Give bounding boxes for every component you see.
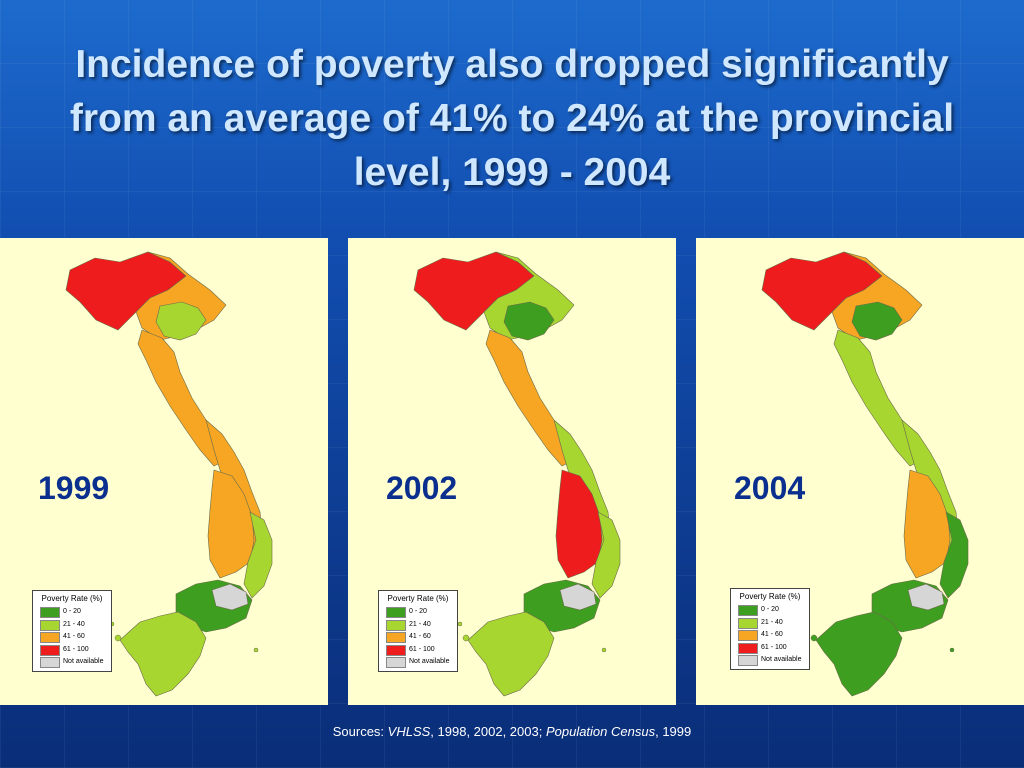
island <box>601 647 607 653</box>
legend-swatch <box>738 630 758 641</box>
legend-label: 21 - 40 <box>63 620 85 628</box>
region-hcmc-area <box>559 583 597 611</box>
region-hcmc-area <box>907 583 945 611</box>
legend-swatch <box>386 607 406 618</box>
map-region-group <box>761 251 969 697</box>
vietnam-map-2002 <box>413 251 621 697</box>
legend-item: 61 - 100 <box>40 644 110 656</box>
legend-item: 41 - 60 <box>386 632 456 643</box>
legend-label: 41 - 60 <box>63 633 85 640</box>
sources-survey-years: , 1998, 2002, 2003; <box>430 724 546 739</box>
legend-item: 21 - 40 <box>40 619 110 631</box>
legend-label: 21 - 40 <box>409 620 431 628</box>
legend-swatch <box>40 644 60 656</box>
region-central-highlands <box>903 469 951 579</box>
legend-title: Poverty Rate (%) <box>739 592 801 601</box>
legend-item: 0 - 20 <box>386 607 456 618</box>
region-south-central-coast <box>591 511 621 599</box>
legend-label: 0 - 20 <box>63 608 81 615</box>
map-region-group <box>413 251 621 697</box>
map-panel-1999: 1999 Poverty Rate (%) 0 - 20 21 - 40 41 - … <box>0 238 328 705</box>
island <box>810 634 818 642</box>
legend-label: 0 - 20 <box>409 608 427 615</box>
sources-survey: VHLSS <box>387 724 431 739</box>
legend-item: 0 - 20 <box>40 607 110 618</box>
legend-item: Not available <box>738 655 808 666</box>
region-mekong-delta <box>467 611 555 697</box>
legend-item: 41 - 60 <box>738 630 808 641</box>
legend-swatch <box>40 632 60 643</box>
vietnam-map-1999 <box>65 251 273 697</box>
legend-swatch <box>40 619 60 631</box>
region-south-central-coast <box>939 511 969 599</box>
region-south-central-coast <box>243 511 273 599</box>
legend-swatch <box>738 617 758 629</box>
region-mekong-delta <box>119 611 207 697</box>
island <box>253 647 259 653</box>
region-red-river-delta <box>503 301 555 341</box>
sources-census: Population Census <box>545 724 656 739</box>
legend-swatch <box>40 607 60 618</box>
region-hcmc-area <box>211 583 249 611</box>
sources-census-year: , 1999 <box>655 724 692 739</box>
legend-item: 61 - 100 <box>386 644 456 656</box>
legend-item: 21 - 40 <box>386 619 456 631</box>
region-red-river-delta <box>155 301 207 341</box>
legend-item: 0 - 20 <box>738 605 808 616</box>
legend-label: Not available <box>761 656 802 663</box>
legend-swatch <box>40 657 60 668</box>
legend-title: Poverty Rate (%) <box>41 594 103 603</box>
map-panel-2004: 2004 Poverty Rate (%) 0 - 20 21 - 40 41 - … <box>696 238 1024 705</box>
legend-item: Not available <box>40 657 110 668</box>
legend-label: 61 - 100 <box>409 645 435 653</box>
island <box>114 634 122 642</box>
legend-item: Not available <box>386 657 456 668</box>
sources-note: Sources: VHLSS, 1998, 2002, 2003; Popula… <box>0 724 1024 739</box>
island <box>462 634 470 642</box>
legend-item: 61 - 100 <box>738 642 808 654</box>
legend-swatch <box>738 655 758 666</box>
legend-swatch <box>386 619 406 631</box>
legend-swatch <box>386 644 406 656</box>
legend-label: Not available <box>409 658 450 665</box>
legend-swatch <box>738 642 758 654</box>
legend: Poverty Rate (%) 0 - 20 21 - 40 41 - 60 61 … <box>378 590 458 672</box>
legend-swatch <box>738 605 758 616</box>
legend-title: Poverty Rate (%) <box>387 594 449 603</box>
sources-prefix: Sources: <box>332 724 388 739</box>
legend-item: 21 - 40 <box>738 617 808 629</box>
legend-label: 61 - 100 <box>761 643 787 651</box>
legend-swatch <box>386 632 406 643</box>
island <box>457 621 463 627</box>
region-red-river-delta <box>851 301 903 341</box>
legend: Poverty Rate (%) 0 - 20 21 - 40 41 - 60 61 … <box>32 590 112 672</box>
island <box>949 647 955 653</box>
legend-swatch <box>386 657 406 668</box>
region-central-highlands <box>555 469 603 579</box>
legend-label: 0 - 20 <box>761 606 779 613</box>
map-region-group <box>65 251 273 697</box>
map-panel-2002: 2002 Poverty Rate (%) 0 - 20 21 - 40 41 - … <box>348 238 676 705</box>
legend-label: 41 - 60 <box>409 633 431 640</box>
legend-label: Not available <box>63 658 104 665</box>
legend-label: 41 - 60 <box>761 631 783 638</box>
legend-label: 21 - 40 <box>761 618 783 626</box>
legend: Poverty Rate (%) 0 - 20 21 - 40 41 - 60 61 … <box>730 588 810 670</box>
slide-title: Incidence of poverty also dropped signif… <box>69 43 955 194</box>
vietnam-map-2004 <box>761 251 969 697</box>
year-label: 2002 <box>386 470 458 506</box>
year-label: 1999 <box>38 470 110 506</box>
year-label: 2004 <box>734 470 806 506</box>
legend-label: 61 - 100 <box>63 645 89 653</box>
region-central-highlands <box>207 469 255 579</box>
region-mekong-delta <box>815 611 903 697</box>
legend-item: 41 - 60 <box>40 632 110 643</box>
